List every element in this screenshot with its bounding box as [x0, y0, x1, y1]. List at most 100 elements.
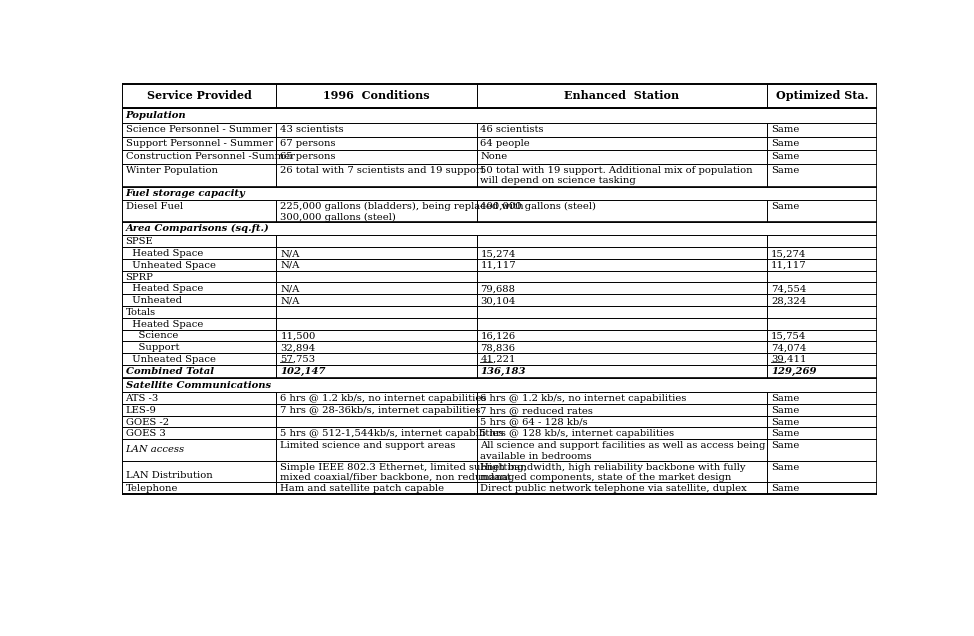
Text: Population: Population [126, 111, 186, 120]
Text: Same: Same [771, 429, 800, 438]
Bar [122, 137, 877, 150]
Text: Diesel Fuel: Diesel Fuel [126, 202, 183, 211]
Text: 5 hrs @ 64 - 128 kb/s: 5 hrs @ 64 - 128 kb/s [480, 418, 588, 427]
Bar [122, 460, 877, 482]
Text: LAN Distribution: LAN Distribution [126, 471, 212, 480]
Bar [122, 282, 877, 294]
Text: 57,753: 57,753 [281, 355, 316, 364]
Text: Support: Support [126, 343, 179, 352]
Text: ATS -3: ATS -3 [126, 394, 159, 403]
Text: SPSE: SPSE [126, 237, 153, 246]
Bar [768, 84, 877, 108]
Text: 11,500: 11,500 [281, 331, 316, 340]
Text: 74,074: 74,074 [771, 343, 806, 352]
Text: 39,411: 39,411 [771, 355, 806, 364]
Text: None: None [480, 152, 507, 162]
Text: Same: Same [771, 125, 800, 134]
Text: Limited science and support areas: Limited science and support areas [281, 441, 456, 450]
Text: 136,183: 136,183 [480, 367, 526, 376]
Bar [277, 84, 476, 108]
Bar [122, 306, 877, 318]
Text: 50 total with 19 support. Additional mix of population
will depend on science ta: 50 total with 19 support. Additional mix… [480, 166, 753, 185]
Bar [476, 84, 768, 108]
Text: Optimized Sta.: Optimized Sta. [775, 90, 868, 101]
Bar [122, 108, 877, 123]
Text: 30,104: 30,104 [480, 296, 515, 305]
Text: N/A: N/A [281, 284, 300, 293]
Text: 6 hrs @ 1.2 kb/s, no internet capabilities: 6 hrs @ 1.2 kb/s, no internet capabiliti… [281, 394, 487, 403]
Text: Science Personnel - Summer: Science Personnel - Summer [126, 125, 272, 134]
Bar [122, 353, 877, 365]
Text: 67 persons: 67 persons [281, 139, 336, 148]
Text: 64 people: 64 people [480, 139, 530, 148]
Bar [122, 271, 877, 282]
Text: 11,117: 11,117 [771, 261, 806, 270]
Text: 102,147: 102,147 [281, 367, 325, 376]
Bar [122, 482, 877, 494]
Text: 129,269: 129,269 [771, 367, 816, 376]
Text: 26 total with 7 scientists and 19 support: 26 total with 7 scientists and 19 suppor… [281, 166, 485, 175]
Text: N/A: N/A [281, 249, 300, 258]
Text: Enhanced  Station: Enhanced Station [564, 90, 680, 101]
Text: Satellite Communications: Satellite Communications [126, 381, 271, 390]
Text: Support Personnel - Summer: Support Personnel - Summer [126, 139, 273, 148]
Text: 65 persons: 65 persons [281, 152, 336, 162]
Bar [122, 84, 277, 108]
Text: Heated Space: Heated Space [126, 249, 203, 258]
Text: All science and support facilities as well as access being
available in bedrooms: All science and support facilities as we… [480, 441, 766, 460]
Text: 6 hrs @ 1.2 kb/s, no internet capabilities: 6 hrs @ 1.2 kb/s, no internet capabiliti… [480, 394, 687, 403]
Text: Ham and satellite patch capable: Ham and satellite patch capable [281, 484, 444, 494]
Text: Same: Same [771, 418, 800, 427]
Text: Unheated: Unheated [126, 296, 181, 305]
Text: Same: Same [771, 484, 800, 494]
Bar [122, 200, 877, 222]
Bar [122, 164, 877, 186]
Bar [122, 416, 877, 427]
Bar [122, 427, 877, 439]
Text: Same: Same [771, 152, 800, 162]
Bar [122, 186, 877, 200]
Bar [122, 222, 877, 235]
Bar [122, 378, 877, 392]
Text: Same: Same [771, 441, 800, 450]
Text: 7 hrs @ 28-36kb/s, internet capabilities: 7 hrs @ 28-36kb/s, internet capabilities [281, 406, 481, 415]
Bar [122, 318, 877, 329]
Text: 15,274: 15,274 [771, 249, 806, 258]
Bar [122, 392, 877, 404]
Text: Simple IEEE 802.3 Ethernet, limited subnetting;
mixed coaxial/fiber backbone, no: Simple IEEE 802.3 Ethernet, limited subn… [281, 463, 527, 482]
Text: 79,688: 79,688 [480, 284, 515, 293]
Text: 7 hrs @ reduced rates: 7 hrs @ reduced rates [480, 406, 593, 415]
Text: N/A: N/A [281, 261, 300, 270]
Text: Science: Science [126, 331, 178, 340]
Text: Same: Same [771, 463, 800, 472]
Bar [122, 365, 877, 378]
Text: Totals: Totals [126, 308, 156, 317]
Text: LAN access: LAN access [126, 445, 185, 455]
Text: 1996  Conditions: 1996 Conditions [323, 90, 430, 101]
Bar [122, 329, 877, 342]
Text: 46 scientists: 46 scientists [480, 125, 543, 134]
Bar [122, 404, 877, 416]
Text: 5 hrs @ 128 kb/s, internet capabilities: 5 hrs @ 128 kb/s, internet capabilities [480, 429, 674, 438]
Text: 5 hrs @ 512-1,544kb/s, internet capabilities: 5 hrs @ 512-1,544kb/s, internet capabili… [281, 429, 504, 438]
Text: Combined Total: Combined Total [126, 367, 213, 376]
Text: 41,221: 41,221 [480, 355, 516, 364]
Bar [122, 294, 877, 306]
Text: Heated Space: Heated Space [126, 284, 203, 293]
Text: 16,126: 16,126 [480, 331, 515, 340]
Bar [122, 439, 877, 460]
Text: Same: Same [771, 166, 800, 175]
Text: GOES 3: GOES 3 [126, 429, 166, 438]
Text: Fuel storage capacity: Fuel storage capacity [126, 189, 245, 198]
Text: High bandwidth, high reliability backbone with fully
managed components, state o: High bandwidth, high reliability backbon… [480, 463, 746, 482]
Text: Telephone: Telephone [126, 484, 178, 494]
Text: 15,274: 15,274 [480, 249, 515, 258]
Text: 400,000 gallons (steel): 400,000 gallons (steel) [480, 202, 596, 211]
Bar [122, 123, 877, 137]
Text: 11,117: 11,117 [480, 261, 516, 270]
Text: SPRP: SPRP [126, 273, 153, 282]
Text: Winter Population: Winter Population [126, 166, 217, 175]
Text: Unheated Space: Unheated Space [126, 261, 215, 270]
Text: GOES -2: GOES -2 [126, 418, 169, 427]
Text: 15,754: 15,754 [771, 331, 806, 340]
